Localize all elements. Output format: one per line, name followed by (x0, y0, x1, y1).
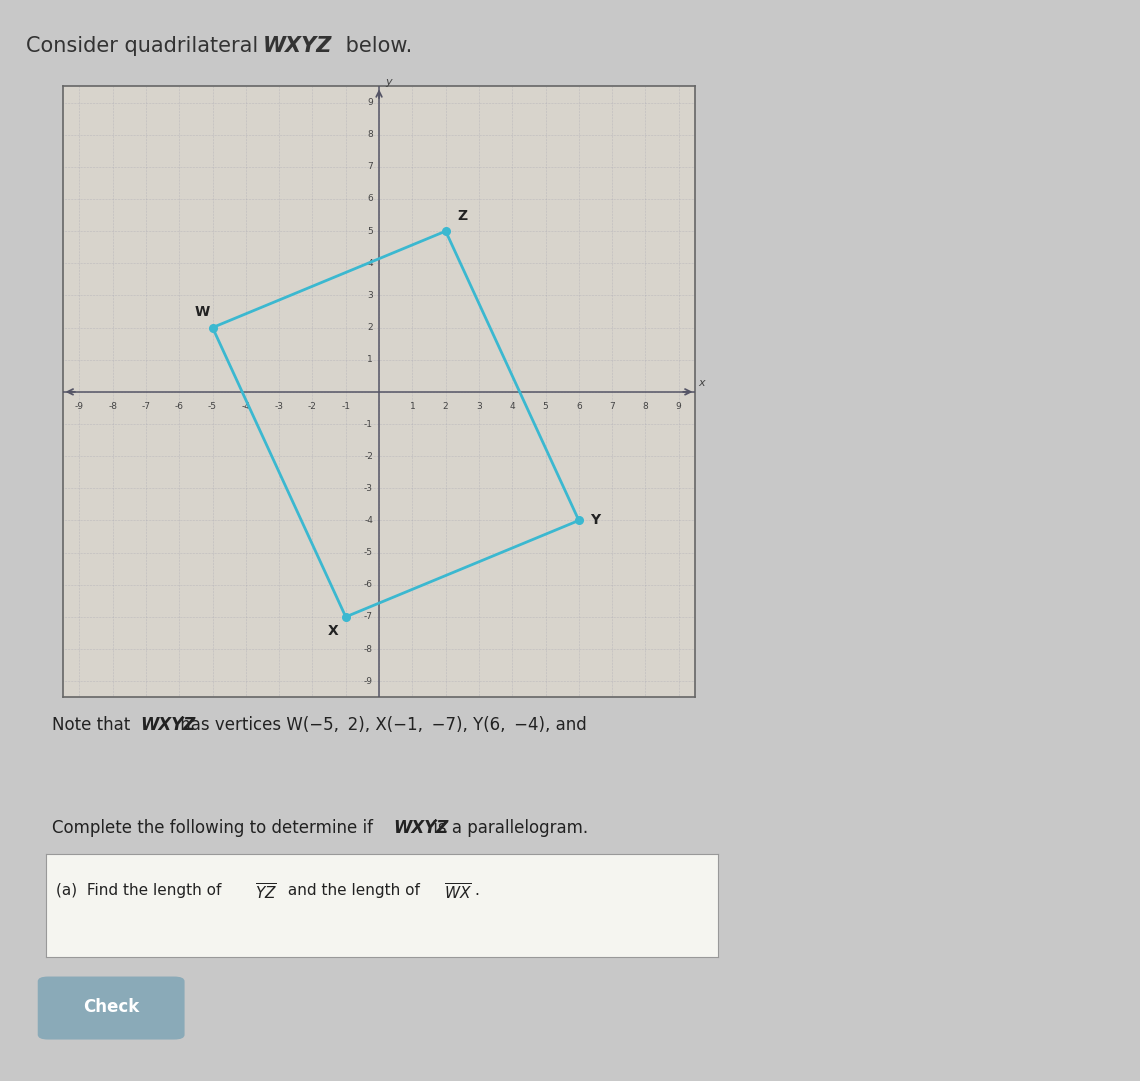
Text: 3: 3 (367, 291, 373, 299)
Text: 4: 4 (510, 401, 515, 411)
Text: Consider quadrilateral: Consider quadrilateral (25, 36, 264, 56)
Text: -6: -6 (364, 580, 373, 589)
Text: has vertices W(−5,  2), X(−1,  −7), Y(6,  −4), and: has vertices W(−5, 2), X(−1, −7), Y(6, −… (174, 717, 586, 734)
Text: W: W (194, 305, 210, 319)
Text: -4: -4 (242, 401, 251, 411)
Text: -6: -6 (174, 401, 184, 411)
Text: x: x (699, 378, 706, 388)
Text: -9: -9 (75, 401, 84, 411)
Text: $\overline{YZ}$: $\overline{YZ}$ (255, 883, 277, 903)
Text: 9: 9 (676, 401, 682, 411)
Text: -8: -8 (108, 401, 117, 411)
Text: -2: -2 (308, 401, 317, 411)
Text: Complete the following to determine if: Complete the following to determine if (52, 819, 378, 837)
Text: Z: Z (457, 209, 467, 223)
Text: -2: -2 (364, 452, 373, 461)
Text: and the length of: and the length of (283, 883, 425, 897)
Text: -5: -5 (364, 548, 373, 557)
Text: -3: -3 (364, 484, 373, 493)
Text: 1: 1 (367, 356, 373, 364)
Text: 9: 9 (367, 98, 373, 107)
FancyBboxPatch shape (38, 976, 185, 1040)
Text: WXYZ: WXYZ (393, 819, 448, 837)
Text: 2: 2 (442, 401, 448, 411)
Text: -4: -4 (364, 516, 373, 525)
Text: -3: -3 (275, 401, 284, 411)
Text: -1: -1 (364, 419, 373, 428)
Text: $\overline{WX}$: $\overline{WX}$ (443, 883, 472, 903)
Text: -7: -7 (141, 401, 150, 411)
Text: Note that: Note that (52, 717, 136, 734)
Text: .: . (474, 883, 479, 897)
Text: -1: -1 (341, 401, 350, 411)
Text: -8: -8 (364, 644, 373, 654)
Text: 5: 5 (367, 227, 373, 236)
Text: WXYZ: WXYZ (140, 717, 195, 734)
Text: -5: -5 (209, 401, 217, 411)
Text: X: X (327, 624, 339, 638)
Text: 7: 7 (367, 162, 373, 172)
Text: 8: 8 (643, 401, 649, 411)
Text: -9: -9 (364, 677, 373, 685)
Text: WXYZ: WXYZ (262, 36, 332, 56)
Text: 6: 6 (576, 401, 581, 411)
Text: Check: Check (83, 998, 139, 1016)
Text: 7: 7 (609, 401, 614, 411)
Text: 3: 3 (477, 401, 482, 411)
Text: -7: -7 (364, 612, 373, 622)
Text: below.: below. (339, 36, 412, 56)
Text: 2: 2 (367, 323, 373, 332)
Text: 1: 1 (409, 401, 415, 411)
Text: 6: 6 (367, 195, 373, 203)
Text: 5: 5 (543, 401, 548, 411)
Text: is a parallelogram.: is a parallelogram. (429, 819, 588, 837)
Text: (a)  Find the length of: (a) Find the length of (56, 883, 226, 897)
Text: 4: 4 (367, 258, 373, 268)
Text: Y: Y (591, 512, 601, 526)
Text: y: y (385, 77, 392, 86)
Text: 8: 8 (367, 130, 373, 139)
